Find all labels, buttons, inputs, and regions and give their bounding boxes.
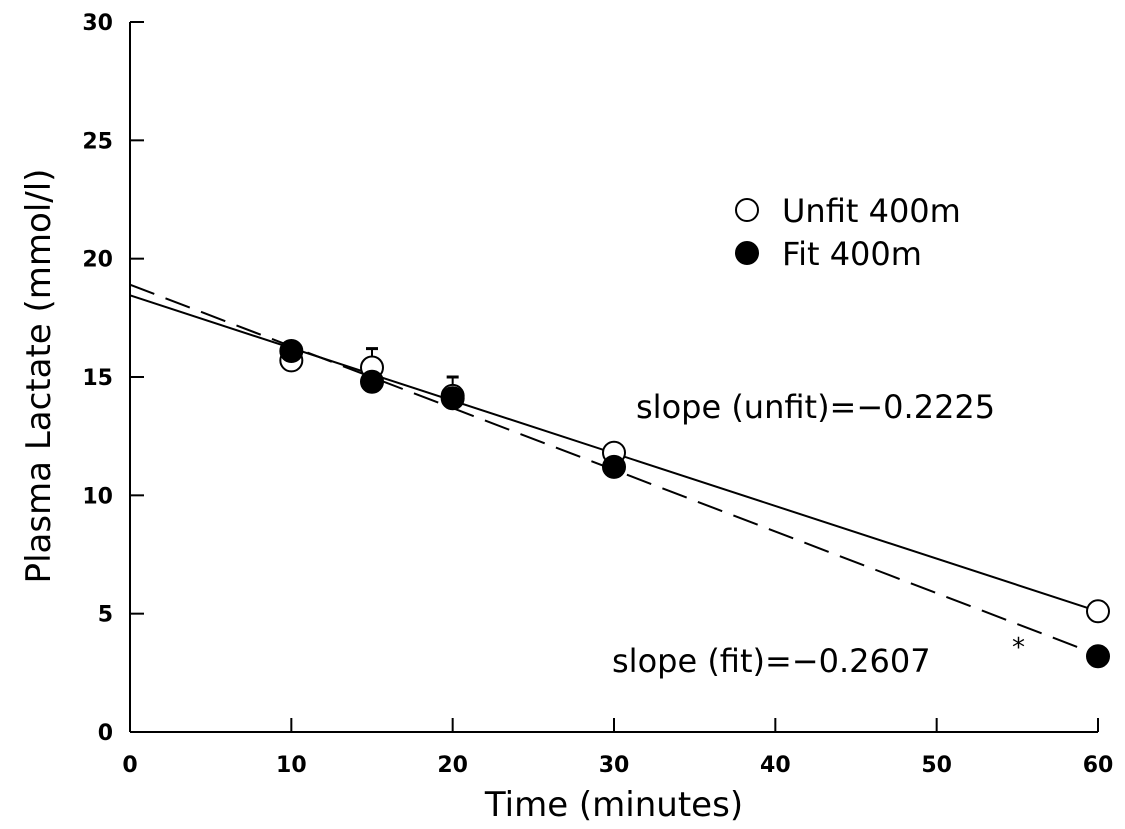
x-tick-label: 0 — [122, 753, 137, 778]
x-tick-label: 30 — [599, 753, 630, 778]
y-tick-label: 15 — [82, 366, 113, 391]
significance-asterisk: * — [1012, 633, 1025, 663]
fit-data-point — [602, 454, 626, 479]
x-tick-label: 20 — [437, 753, 468, 778]
y-tick-label: 20 — [82, 248, 113, 273]
legend-fit-marker — [735, 241, 759, 265]
x-axis-title: Time (minutes) — [484, 785, 743, 825]
fit-data-point — [440, 386, 465, 411]
y-axis-title: Plasma Lactate (mmol/l) — [19, 169, 59, 584]
slope-fit-annotation: slope (fit)=−0.2607 — [612, 642, 931, 680]
y-tick-label: 10 — [82, 484, 113, 509]
slope-unfit-annotation: slope (unfit)=−0.2225 — [636, 388, 995, 426]
fit-data-point — [279, 338, 304, 363]
unfit-data-point — [1086, 599, 1110, 624]
y-tick-label: 30 — [82, 11, 113, 36]
y-tick-label: 5 — [98, 603, 113, 628]
data-points — [279, 338, 1110, 669]
x-tick-label: 40 — [760, 753, 791, 778]
legend-unfit-marker — [735, 198, 759, 222]
legend: Unfit 400m Fit 400m — [735, 192, 961, 273]
x-tick-label: 10 — [276, 753, 307, 778]
legend-fit-label: Fit 400m — [782, 235, 922, 273]
fit-data-point — [1086, 644, 1110, 669]
y-tick-label: 25 — [82, 129, 113, 154]
y-tick-label: 0 — [98, 721, 113, 746]
x-tick-label: 60 — [1083, 753, 1114, 778]
fit-data-point — [360, 369, 384, 394]
x-tick-label: 50 — [921, 753, 952, 778]
axes: 0 5 10 15 20 25 30 0 10 20 30 40 50 60 — [82, 11, 1113, 778]
legend-unfit-label: Unfit 400m — [782, 192, 961, 230]
